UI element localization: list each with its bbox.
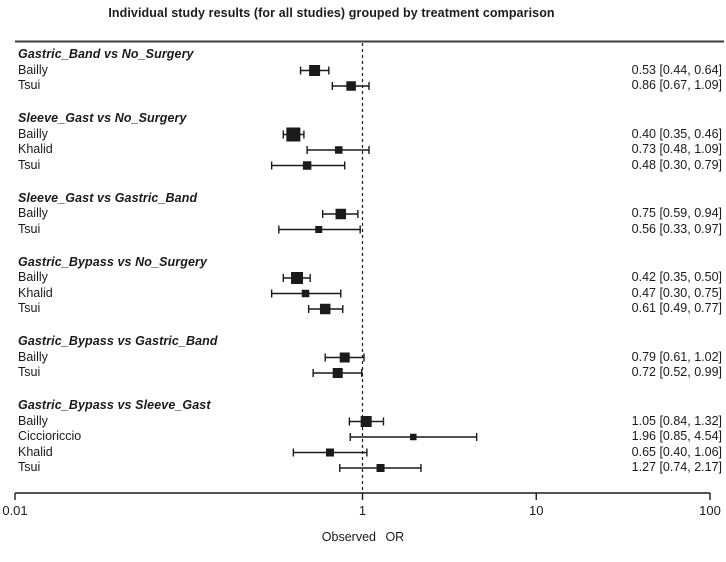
study-label: Tsui (18, 301, 41, 315)
or-marker (339, 352, 350, 363)
estimate-value: 1.96 [0.85, 4.54] (631, 429, 722, 443)
group-header: Sleeve_Gast vs Gastric_Band (18, 190, 198, 205)
or-marker (315, 226, 323, 233)
study-label: Tsui (18, 157, 41, 172)
group-header: Gastric_Bypass vs No_Surgery (18, 254, 208, 269)
or-marker (335, 146, 343, 154)
chart-title: Individual study results (for all studie… (108, 6, 555, 20)
or-marker (376, 464, 385, 472)
or-marker (319, 303, 331, 315)
estimate-value: 0.53 [0.44, 0.64] (631, 62, 722, 77)
estimate-value: 0.75 [0.59, 0.94] (631, 206, 722, 220)
or-marker (410, 433, 417, 441)
x-tick-label: 10 (529, 503, 544, 518)
group-header: Gastric_Bypass vs Sleeve_Gast (18, 398, 211, 412)
or-marker (332, 368, 343, 378)
study-label: Tsui (18, 460, 41, 474)
or-marker (346, 81, 356, 91)
group-header: Sleeve_Gast vs No_Surgery (18, 111, 187, 125)
study-label: Tsui (18, 78, 41, 92)
or-marker (325, 448, 334, 457)
estimate-value: 0.72 [0.52, 0.99] (631, 365, 722, 379)
study-label: Khalid (18, 285, 53, 300)
study-label: Bailly (18, 413, 48, 428)
estimate-value: 0.79 [0.61, 1.02] (631, 349, 722, 364)
or-marker (360, 416, 372, 427)
study-label: Khalid (18, 142, 53, 156)
estimate-value: 0.42 [0.35, 0.50] (631, 270, 722, 284)
group-header: Gastric_Band vs No_Surgery (18, 47, 194, 61)
x-tick-label: 1 (358, 503, 367, 518)
estimate-value: 0.86 [0.67, 1.09] (631, 78, 722, 92)
estimate-value: 0.47 [0.30, 0.75] (631, 285, 722, 300)
study-label: Khalid (18, 444, 53, 459)
study-label: Bailly (18, 270, 48, 284)
x-tick-label: 100 (699, 503, 721, 518)
study-label: Ciccioriccio (18, 429, 82, 443)
estimate-value: 0.40 [0.35, 0.46] (631, 126, 722, 141)
estimate-value: 0.73 [0.48, 1.09] (631, 142, 722, 156)
x-axis-label: Observed OR (321, 530, 405, 544)
study-label: Bailly (18, 206, 48, 220)
or-marker (291, 272, 304, 284)
or-marker (302, 161, 312, 170)
estimate-value: 1.27 [0.74, 2.17] (631, 460, 722, 474)
or-marker (309, 65, 321, 76)
estimate-value: 1.05 [0.84, 1.32] (631, 413, 722, 428)
group-header: Gastric_Bypass vs Gastric_Band (18, 334, 218, 348)
estimate-value: 0.56 [0.33, 0.97] (631, 221, 722, 236)
estimate-value: 0.61 [0.49, 0.77] (631, 301, 722, 315)
or-marker (335, 208, 347, 220)
study-label: Tsui (18, 365, 41, 379)
study-label: Bailly (18, 349, 48, 364)
or-marker (286, 127, 301, 142)
study-label: Bailly (18, 126, 48, 141)
x-tick-label: 0.01 (2, 503, 28, 518)
study-label: Tsui (18, 221, 41, 236)
estimate-value: 0.48 [0.30, 0.79] (631, 157, 722, 172)
or-marker (301, 289, 310, 298)
study-label: Bailly (18, 62, 48, 77)
estimate-value: 0.65 [0.40, 1.06] (631, 444, 722, 459)
